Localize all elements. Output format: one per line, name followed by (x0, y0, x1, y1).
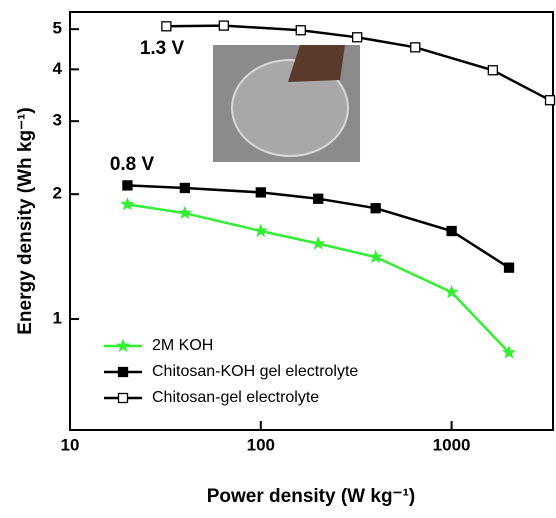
marker (505, 263, 514, 272)
y-axis-label: Energy density (Wh kg⁻¹) (15, 107, 36, 335)
y-tick-label: 4 (53, 59, 63, 78)
marker (122, 198, 133, 209)
marker (219, 21, 228, 30)
marker (180, 183, 189, 192)
marker (411, 43, 420, 52)
marker (370, 251, 381, 262)
annotation: 1.3 V (140, 38, 185, 59)
y-tick-label: 2 (53, 184, 62, 203)
x-tick-label: 10 (61, 435, 80, 454)
marker (353, 33, 362, 42)
inset-photo (213, 45, 360, 162)
marker (546, 96, 555, 105)
x-tick-label: 100 (247, 435, 275, 454)
legend-label: Chitosan-KOH gel electrolyte (152, 363, 358, 380)
legend-marker (119, 368, 128, 377)
marker (256, 188, 265, 197)
legend-label: 2M KOH (152, 337, 213, 354)
legend-marker (119, 394, 128, 403)
marker (296, 26, 305, 35)
marker (313, 238, 324, 249)
y-tick-label: 5 (53, 19, 62, 38)
marker (179, 207, 190, 218)
marker (123, 181, 132, 190)
legend-label: Chitosan-gel electrolyte (152, 389, 319, 406)
y-tick-label: 1 (53, 309, 62, 328)
annotation: 0.8 V (110, 154, 155, 175)
chart: Power density (W kg⁻¹) Energy density (W… (0, 0, 556, 513)
marker (162, 22, 171, 31)
marker (488, 66, 497, 75)
marker (314, 194, 323, 203)
marker (371, 204, 380, 213)
marker (255, 225, 266, 236)
y-tick-label: 3 (53, 111, 62, 130)
legend-marker (117, 340, 128, 351)
x-axis-label: Power density (W kg⁻¹) (207, 486, 416, 507)
x-tick-label: 1000 (433, 435, 471, 454)
marker (447, 227, 456, 236)
